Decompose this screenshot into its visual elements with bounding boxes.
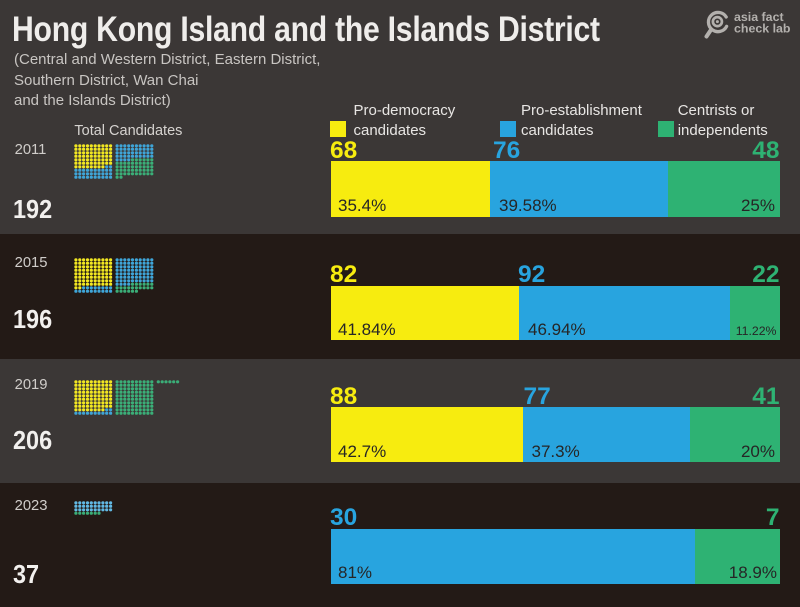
svg-text:asia fact: asia fact	[734, 10, 784, 24]
svg-text:check lab: check lab	[734, 22, 791, 36]
